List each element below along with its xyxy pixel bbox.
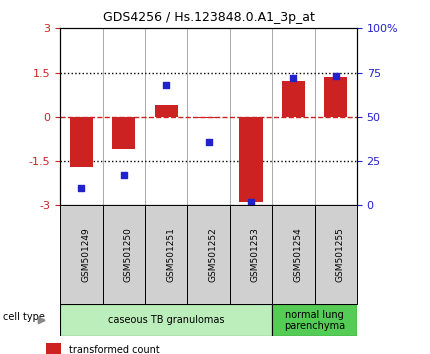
Point	[120, 172, 127, 178]
Bar	[154, 105, 178, 117]
Point	[290, 75, 297, 81]
Title: GDS4256 / Hs.123848.0.A1_3p_at: GDS4256 / Hs.123848.0.A1_3p_at	[103, 11, 314, 24]
Bar	[272, 304, 357, 336]
Text: cell type: cell type	[3, 312, 45, 321]
Bar	[60, 304, 272, 336]
Text: GSM501249: GSM501249	[81, 228, 90, 282]
Text: GSM501254: GSM501254	[293, 228, 302, 282]
Bar	[230, 205, 272, 304]
Text: transformed count: transformed count	[69, 345, 160, 354]
Bar	[272, 205, 314, 304]
Point	[205, 139, 212, 144]
Point	[163, 82, 169, 88]
Bar	[282, 81, 305, 117]
Text: normal lung
parenchyma: normal lung parenchyma	[284, 309, 345, 331]
Bar	[103, 205, 145, 304]
Point	[332, 73, 339, 79]
Text: GSM501253: GSM501253	[251, 227, 260, 282]
Point	[78, 185, 85, 190]
Bar	[112, 117, 135, 149]
Text: GSM501255: GSM501255	[336, 227, 345, 282]
Bar	[145, 205, 187, 304]
Text: caseous TB granulomas: caseous TB granulomas	[108, 315, 224, 325]
Point	[248, 199, 255, 205]
Bar	[60, 205, 103, 304]
Bar	[197, 117, 220, 118]
Bar	[314, 205, 357, 304]
Text: GSM501252: GSM501252	[209, 228, 218, 282]
Bar	[324, 77, 347, 117]
Bar	[187, 205, 230, 304]
Text: GSM501250: GSM501250	[124, 227, 133, 282]
Bar	[239, 117, 263, 202]
Text: GSM501251: GSM501251	[166, 227, 175, 282]
Bar	[46, 343, 61, 354]
Bar	[70, 117, 93, 167]
